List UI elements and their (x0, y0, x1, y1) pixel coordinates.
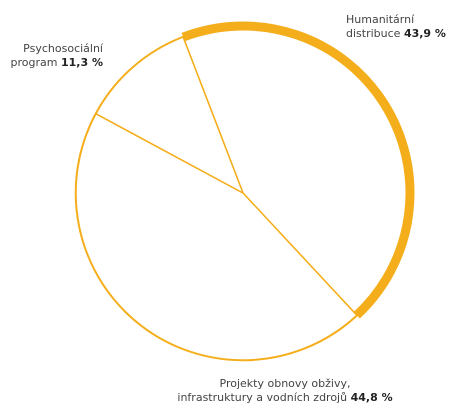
slice-psychosocialni-program (94, 36, 245, 195)
slice-label-line2: infrastruktury a vodních zdrojů (177, 391, 348, 404)
slice-label-psychosocialni-program: Psychosociální program 11,3 % (0, 42, 103, 70)
slice-highlight-arc (181, 21, 415, 319)
slice-value: 43,9 % (403, 27, 446, 40)
slice-label-line2: distribuce (346, 27, 401, 40)
slice-label-line1: Humanitární (346, 13, 415, 26)
slice-label-line2: program (10, 56, 58, 69)
slice-projekty-obnovy (75, 112, 358, 361)
slice-label-projekty-obnovy: Projekty obnovy obživy, infrastruktury a… (135, 377, 435, 405)
slice-value: 44,8 % (350, 391, 393, 404)
slice-label-humanitarni-distribuce: Humanitární distribuce 43,9 % (346, 13, 446, 41)
slice-value: 11,3 % (61, 56, 103, 69)
slice-label-line1: Psychosociální (23, 42, 103, 55)
slice-label-line1: Projekty obnovy obživy, (219, 377, 351, 390)
